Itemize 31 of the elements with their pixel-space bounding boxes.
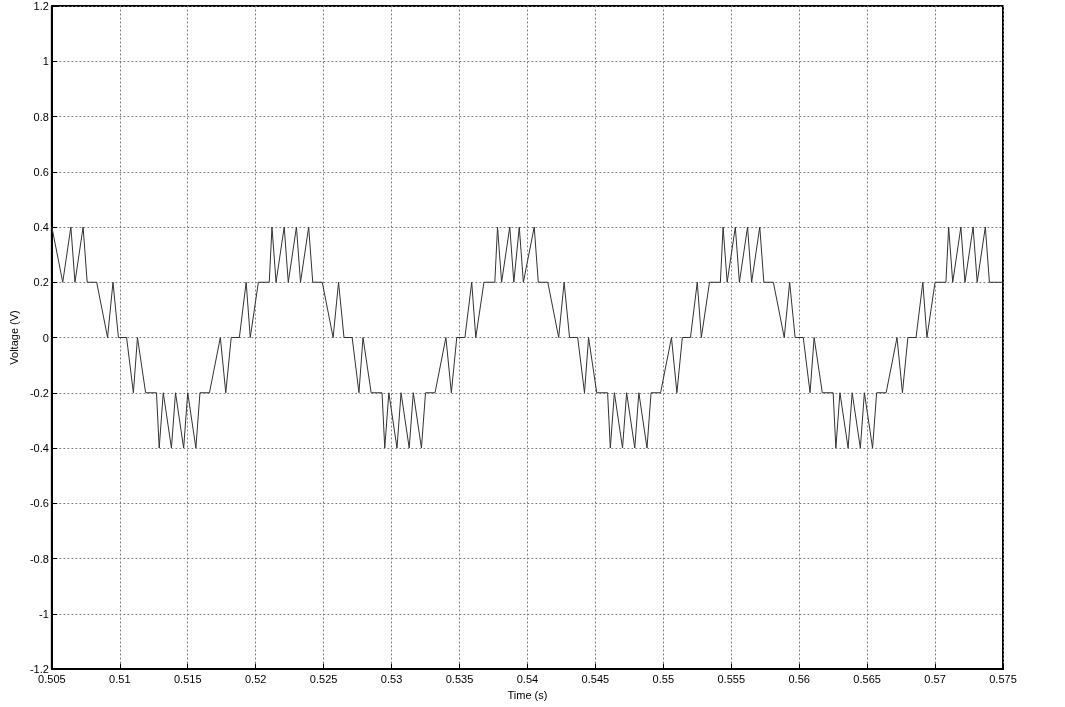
x-tick-label: 0.52 — [244, 672, 267, 685]
y-tick-label: -0.2 — [29, 386, 49, 399]
line-series — [51, 226, 1004, 449]
y-tick-label: 1 — [42, 55, 49, 68]
y-axis-title: Voltage (V) — [7, 310, 20, 365]
x-tick-label: 0.545 — [581, 672, 610, 685]
y-tick-label: -0.4 — [29, 442, 49, 454]
x-axis-title: Time (s) — [507, 688, 548, 701]
y-tick-label: 0 — [42, 331, 49, 344]
x-tick-label: 0.575 — [989, 672, 1017, 685]
y-tick-label: 1.2 — [33, 0, 49, 12]
y-tick-label: -1 — [39, 607, 49, 620]
y-tick-label: 0.8 — [33, 110, 49, 123]
x-tick-label: 0.53 — [380, 672, 403, 685]
y-tick-label: 0.6 — [33, 165, 49, 178]
x-tick-label: 0.505 — [38, 672, 66, 685]
x-tick-label: 0.57 — [924, 672, 946, 685]
x-tick-label: 0.515 — [173, 672, 202, 685]
y-tick-label: -0.8 — [29, 552, 49, 565]
x-tick-label: 0.51 — [109, 672, 131, 685]
x-tick-label: 0.565 — [853, 672, 881, 685]
y-tick-label: 0.4 — [33, 221, 49, 233]
y-tick-label: -1.2 — [29, 663, 49, 675]
x-tick-label: 0.555 — [717, 672, 746, 685]
y-tick-label: -0.6 — [29, 497, 49, 510]
x-tick-label: 0.535 — [445, 672, 474, 685]
x-tick-label: 0.56 — [788, 672, 810, 685]
x-tick-label: 0.55 — [652, 672, 675, 685]
y-tick-label: 0.2 — [33, 276, 49, 289]
x-tick-label: 0.525 — [309, 672, 338, 685]
x-tick-label: 0.54 — [516, 672, 539, 685]
